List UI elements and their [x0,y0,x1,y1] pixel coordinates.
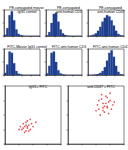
svg-text:IgG1 control: IgG1 control [17,10,36,14]
svg-text:anti-CD47 + FITC: anti-CD47 + FITC [87,85,115,89]
svg-text:anti-human CD47: anti-human CD47 [97,10,124,14]
svg-text:FITC anti-human CD47: FITC anti-human CD47 [93,45,128,49]
svg-text:anti-human CD3: anti-human CD3 [56,10,82,14]
svg-text:PE-conjugated mouse: PE-conjugated mouse [9,6,45,10]
svg-text:PE-conjugated: PE-conjugated [57,6,81,10]
svg-text:FITC-Mouse IgG1 control: FITC-Mouse IgG1 control [7,45,47,49]
svg-text:PE-conjugated: PE-conjugated [99,6,123,10]
svg-text:FITC anti-human CD3: FITC anti-human CD3 [52,45,86,49]
svg-text:IgG1+ FITC: IgG1+ FITC [29,85,48,89]
